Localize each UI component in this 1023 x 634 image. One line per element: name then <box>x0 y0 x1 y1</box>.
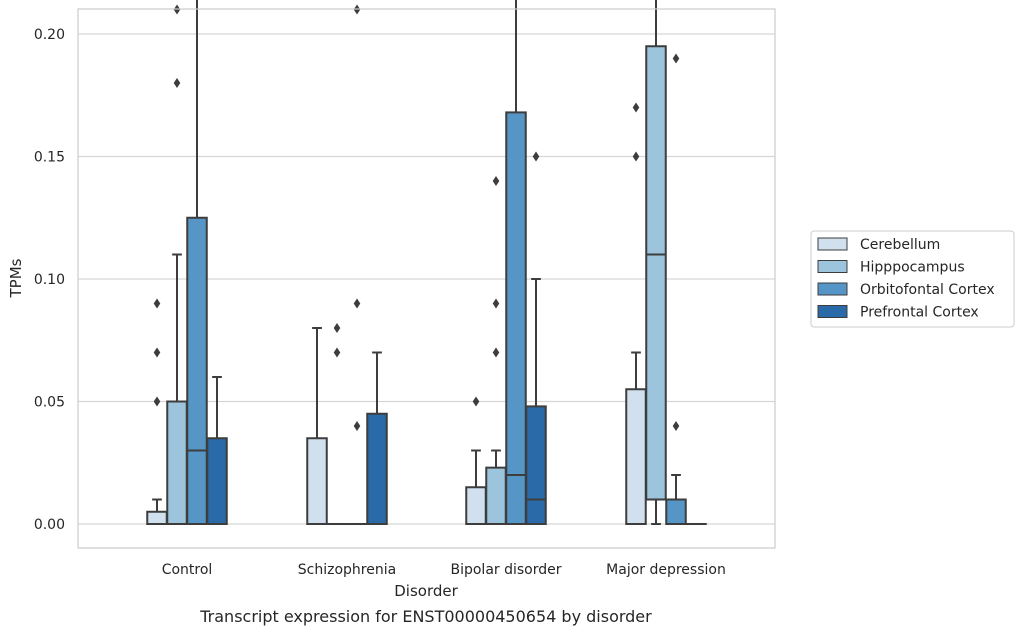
outlier-point <box>333 347 341 358</box>
x-tick-label: Major depression <box>606 562 726 578</box>
y-tick-labels: 0.000.050.100.150.200.250.300.350.40 <box>34 27 65 533</box>
y-tick-label: 0.10 <box>34 272 65 288</box>
box-body <box>465 486 487 525</box>
y-axis-title: TPMs <box>7 258 25 298</box>
legend-label: Cerebellum <box>860 237 940 253</box>
x-tick-label: Control <box>162 562 213 578</box>
legend-swatch <box>817 260 848 273</box>
outlier-point <box>353 421 361 431</box>
outlier-point <box>153 298 161 309</box>
box-prefrontal-cortex <box>525 151 547 525</box>
box-hipppocampus <box>166 4 188 525</box>
outlier-point <box>492 347 500 358</box>
legend-label: Hipppocampus <box>860 260 965 276</box>
x-axis-title: Disorder <box>394 582 458 600</box>
y-tick-label: 0.00 <box>34 517 65 533</box>
legend-label: Prefrontal Cortex <box>860 305 979 321</box>
outlier-point <box>532 151 540 162</box>
box-body <box>366 412 388 525</box>
box-body <box>146 510 168 525</box>
box-body <box>166 400 188 525</box>
outlier-point <box>153 396 161 407</box>
box-body <box>525 405 547 525</box>
outlier-point <box>672 53 680 64</box>
plot-frame <box>77 8 776 549</box>
legend-label: Orbitofontal Cortex <box>860 282 995 298</box>
outlier-point <box>492 176 500 186</box>
box-body <box>306 437 328 525</box>
box-body <box>645 45 667 501</box>
legend-frame <box>810 230 1015 328</box>
legend-swatch <box>817 282 848 296</box>
outlier-point <box>672 421 680 431</box>
box-hipppocampus <box>645 0 667 525</box>
box-prefrontal-cortex <box>366 351 388 525</box>
box-body <box>665 498 687 525</box>
outlier-point <box>632 102 640 113</box>
box-prefrontal-cortex <box>206 376 228 525</box>
box-body <box>485 466 507 525</box>
legend-swatch <box>817 305 848 318</box>
box-cerebellum <box>306 327 328 525</box>
box-orbitofontal-cortex <box>665 53 687 525</box>
y-tick-label: 0.05 <box>34 395 65 411</box>
box-body <box>206 437 228 525</box>
outlier-point <box>333 323 341 333</box>
legend: Cerebellum Hipppocampus Orbitofontal Corte… <box>810 230 1015 328</box>
box-body <box>186 216 208 525</box>
box-layer <box>146 0 707 526</box>
x-tick-labels: Control Schizophrenia Bipolar disorder Majo… <box>162 562 726 578</box>
y-tick-label: 0.20 <box>34 27 65 43</box>
box-hipppocampus <box>326 323 348 526</box>
outlier-point <box>153 347 161 358</box>
chart-caption: Transcript expression for ENST0000045065… <box>199 607 652 626</box>
box-cerebellum <box>146 298 168 525</box>
outlier-point <box>632 151 640 162</box>
box-orbitofontal-cortex <box>186 0 208 525</box>
outlier-point <box>173 78 181 88</box>
box-orbitofontal-cortex <box>505 0 527 526</box>
outlier-point <box>353 298 361 309</box>
x-tick-label: Schizophrenia <box>298 562 396 578</box>
legend-swatch <box>817 237 848 251</box>
box-body <box>625 388 647 525</box>
x-tick-label: Bipolar disorder <box>450 562 561 578</box>
outlier-point <box>472 396 480 407</box>
outlier-point <box>492 298 500 309</box>
y-tick-label: 0.15 <box>34 150 65 166</box>
box-body <box>505 111 527 526</box>
